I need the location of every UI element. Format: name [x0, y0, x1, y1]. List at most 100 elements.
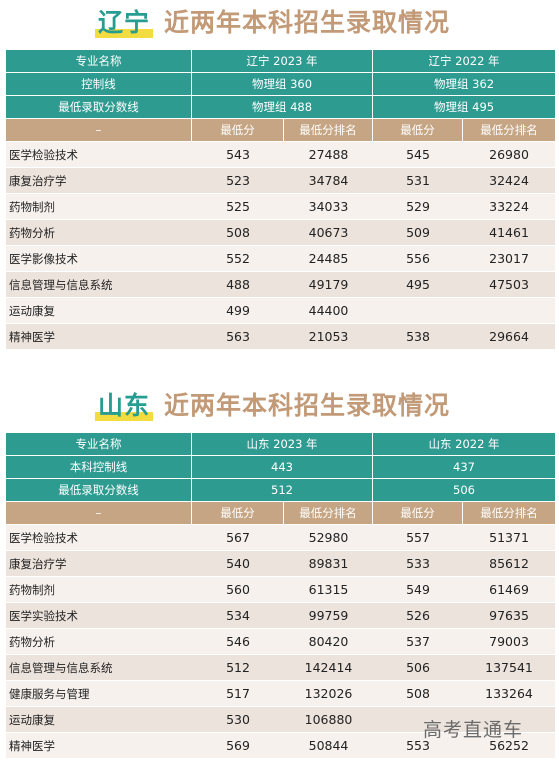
min-score-2022: 509 [373, 220, 464, 246]
table-row: 医学实验技术 534 99759 526 97635 [6, 603, 556, 629]
table-row: 健康服务与管理 517 132026 508 133264 [6, 681, 556, 707]
liaoning-section: 辽宁 近两年本科招生录取情况 专业名称 辽宁 2023 年 辽宁 2022 年 … [0, 0, 559, 350]
min-score-2022: 526 [373, 603, 464, 629]
min-admission-2022: 506 [373, 479, 556, 502]
table-row: 康复治疗学 540 89831 533 85612 [6, 551, 556, 577]
control-line-2023: 443 [192, 456, 374, 479]
min-rank-2022: 51371 [463, 525, 556, 551]
min-rank-2022: 79003 [463, 629, 556, 655]
liaoning-title-province: 辽宁 [94, 8, 154, 38]
min-score-2023: 567 [192, 525, 284, 551]
control-line-row: 本科控制线 443 437 [6, 456, 556, 479]
table-row: 医学检验技术 567 52980 557 51371 [6, 525, 556, 551]
min-score-2023: 540 [192, 551, 284, 577]
min-score-2022: 557 [373, 525, 464, 551]
min-rank-2023: 50844 [284, 733, 374, 759]
min-admission-2023: 物理组 488 [192, 96, 374, 119]
min-score-2022: 508 [373, 681, 464, 707]
min-score-2023: 530 [192, 707, 284, 733]
table-row: 药物制剂 525 34033 529 33224 [6, 194, 556, 220]
subheader-rank-2023: 最低分排名 [284, 119, 374, 142]
min-rank-2022: 56252 [463, 733, 556, 759]
subheader-row: – 最低分 最低分排名 最低分 最低分排名 [6, 119, 556, 142]
min-rank-2022: 32424 [463, 168, 556, 194]
subheader-min-2023: 最低分 [192, 502, 284, 525]
min-admission-row: 最低录取分数线 物理组 488 物理组 495 [6, 96, 556, 119]
min-rank-2023: 80420 [284, 629, 374, 655]
header-major: 专业名称 [6, 433, 192, 456]
min-score-2023: 488 [192, 272, 284, 298]
table-row: 药物制剂 560 61315 549 61469 [6, 577, 556, 603]
header-year-2023: 辽宁 2023 年 [192, 50, 374, 73]
table-row: 药物分析 508 40673 509 41461 [6, 220, 556, 246]
min-score-2023: 543 [192, 142, 284, 168]
min-score-2023: 552 [192, 246, 284, 272]
table-row: 信息管理与信息系统 488 49179 495 47503 [6, 272, 556, 298]
min-rank-2023: 132026 [284, 681, 374, 707]
table-row: 信息管理与信息系统 512 142414 506 137541 [6, 655, 556, 681]
control-line-label: 控制线 [6, 73, 192, 96]
min-score-2023: 534 [192, 603, 284, 629]
major-name: 药物制剂 [6, 577, 192, 603]
min-rank-2023: 49179 [284, 272, 374, 298]
major-name: 信息管理与信息系统 [6, 655, 192, 681]
min-rank-2023: 21053 [284, 324, 374, 350]
min-rank-2023: 34784 [284, 168, 374, 194]
min-score-2022: 506 [373, 655, 464, 681]
min-score-2023: 523 [192, 168, 284, 194]
control-line-row: 控制线 物理组 360 物理组 362 [6, 73, 556, 96]
major-name: 健康服务与管理 [6, 681, 192, 707]
major-name: 信息管理与信息系统 [6, 272, 192, 298]
min-rank-2023: 61315 [284, 577, 374, 603]
watermark-text: 高考直通车 [423, 719, 524, 741]
min-admission-2022: 物理组 495 [373, 96, 556, 119]
major-name: 药物制剂 [6, 194, 192, 220]
table-row: 医学检验技术 543 27488 545 26980 [6, 142, 556, 168]
table-header-row: 专业名称 山东 2023 年 山东 2022 年 [6, 433, 556, 456]
min-rank-2022: 29664 [463, 324, 556, 350]
min-admission-2023: 512 [192, 479, 374, 502]
min-score-2023: 560 [192, 577, 284, 603]
min-admission-row: 最低录取分数线 512 506 [6, 479, 556, 502]
min-score-2023: 569 [192, 733, 284, 759]
subheader-rank-2022: 最低分排名 [463, 502, 556, 525]
subheader-rank-2022: 最低分排名 [463, 119, 556, 142]
min-score-2022: 553 [373, 733, 464, 759]
min-score-2023: 563 [192, 324, 284, 350]
table-row: 精神医学 569 50844 553 56252 [6, 733, 556, 759]
min-rank-2023: 52980 [284, 525, 374, 551]
min-rank-2022: 33224 [463, 194, 556, 220]
min-rank-2022 [463, 707, 556, 733]
major-name: 医学实验技术 [6, 603, 192, 629]
liaoning-title-text: 近两年本科招生录取情况 [164, 8, 451, 37]
shandong-title-text: 近两年本科招生录取情况 [164, 391, 451, 420]
table-row: 康复治疗学 523 34784 531 32424 [6, 168, 556, 194]
min-rank-2022: 137541 [463, 655, 556, 681]
min-score-2022: 533 [373, 551, 464, 577]
min-rank-2022 [463, 298, 556, 324]
min-score-2023: 525 [192, 194, 284, 220]
min-score-2022: 538 [373, 324, 464, 350]
min-rank-2022: 61469 [463, 577, 556, 603]
min-rank-2023: 142414 [284, 655, 374, 681]
header-year-2022: 山东 2022 年 [373, 433, 556, 456]
min-rank-2023: 24485 [284, 246, 374, 272]
min-score-2023: 499 [192, 298, 284, 324]
min-rank-2022: 26980 [463, 142, 556, 168]
table-row: 运动康复 530 106880 [6, 707, 556, 733]
major-name: 康复治疗学 [6, 168, 192, 194]
min-score-2022: 537 [373, 629, 464, 655]
min-score-2023: 508 [192, 220, 284, 246]
min-rank-2023: 99759 [284, 603, 374, 629]
min-score-2022: 549 [373, 577, 464, 603]
min-rank-2023: 27488 [284, 142, 374, 168]
min-score-2023: 546 [192, 629, 284, 655]
major-name: 药物分析 [6, 220, 192, 246]
min-score-2022: 556 [373, 246, 464, 272]
major-name: 医学影像技术 [6, 246, 192, 272]
min-rank-2023: 44400 [284, 298, 374, 324]
major-name: 运动康复 [6, 298, 192, 324]
major-name: 医学检验技术 [6, 525, 192, 551]
shandong-title-province: 山东 [94, 391, 154, 421]
major-name: 康复治疗学 [6, 551, 192, 577]
